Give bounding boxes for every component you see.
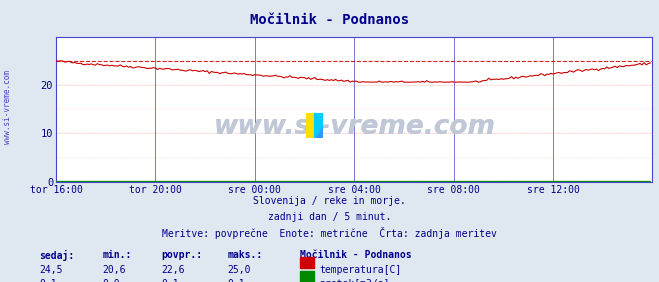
Text: Meritve: povprečne  Enote: metrične  Črta: zadnja meritev: Meritve: povprečne Enote: metrične Črta:… [162, 227, 497, 239]
Text: Močilnik - Podnanos: Močilnik - Podnanos [250, 13, 409, 27]
Text: 0,1: 0,1 [40, 279, 57, 282]
Text: 0,1: 0,1 [227, 279, 245, 282]
Text: povpr.:: povpr.: [161, 250, 202, 259]
Text: temperatura[C]: temperatura[C] [320, 265, 402, 274]
Polygon shape [315, 113, 323, 138]
Text: 25,0: 25,0 [227, 265, 251, 274]
Text: sedaj:: sedaj: [40, 250, 74, 261]
Text: 24,5: 24,5 [40, 265, 63, 274]
Text: maks.:: maks.: [227, 250, 262, 259]
Text: www.si-vreme.com: www.si-vreme.com [3, 70, 13, 144]
Text: 0,1: 0,1 [161, 279, 179, 282]
Bar [306, 113, 315, 138]
Text: 22,6: 22,6 [161, 265, 185, 274]
Text: 0,0: 0,0 [102, 279, 120, 282]
Text: 20,6: 20,6 [102, 265, 126, 274]
Text: www.si-vreme.com: www.si-vreme.com [214, 114, 495, 140]
Text: pretok[m3/s]: pretok[m3/s] [320, 279, 390, 282]
Text: min.:: min.: [102, 250, 132, 259]
Text: Slovenija / reke in morje.: Slovenija / reke in morje. [253, 196, 406, 206]
Bar [315, 113, 323, 138]
Text: Močilnik - Podnanos: Močilnik - Podnanos [300, 250, 411, 259]
Text: zadnji dan / 5 minut.: zadnji dan / 5 minut. [268, 212, 391, 221]
Text: www.si-vreme.com: www.si-vreme.com [214, 114, 495, 140]
